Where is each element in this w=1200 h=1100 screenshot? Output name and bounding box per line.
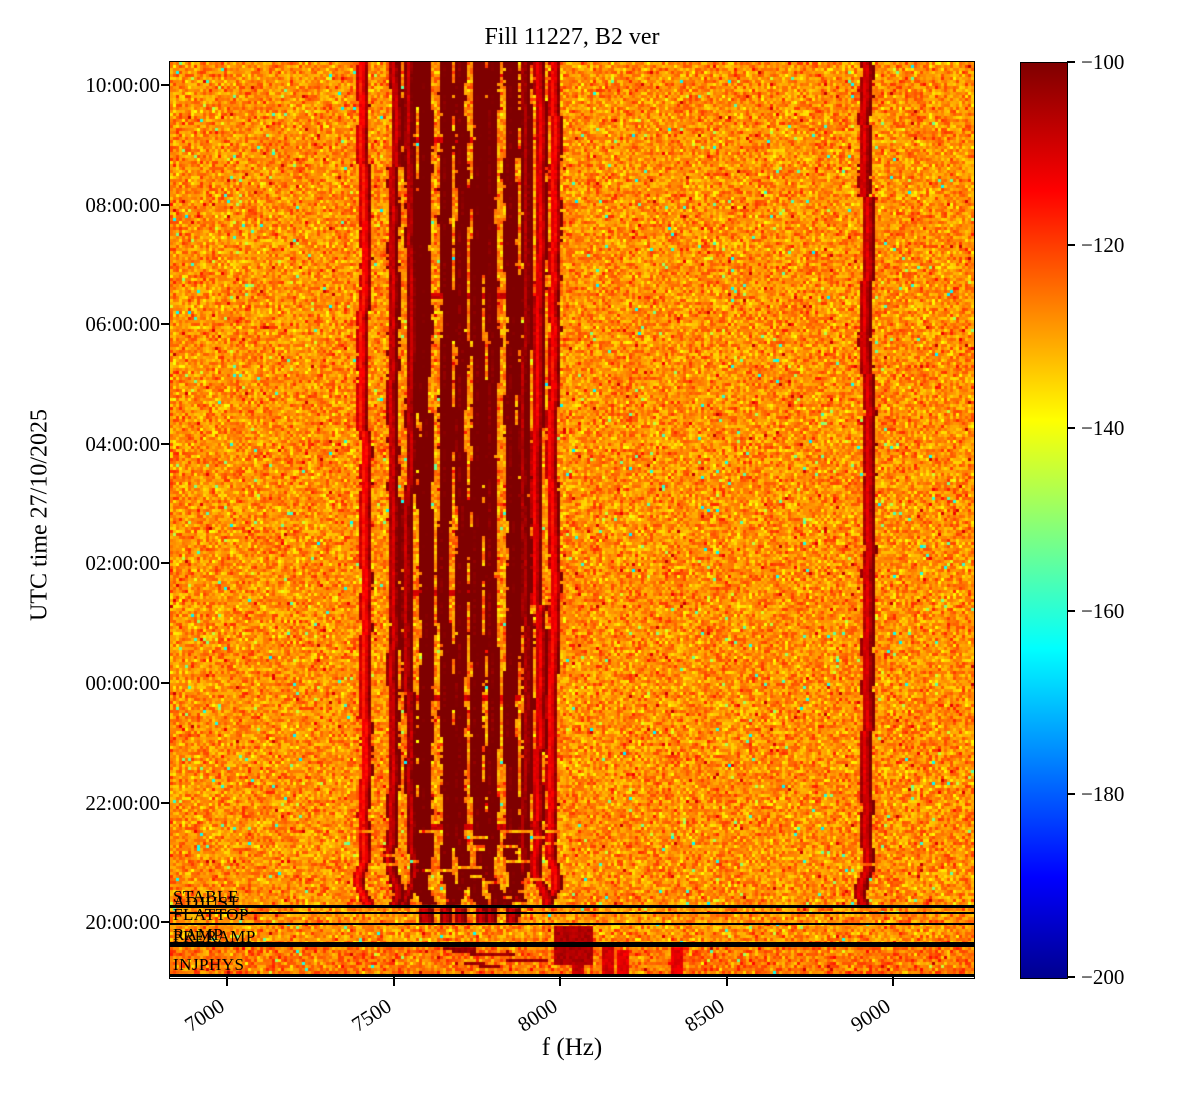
colorbar-tick-label: −160 bbox=[1081, 599, 1125, 623]
y-tick-label: 20:00:00 bbox=[85, 910, 160, 934]
colorbar-tick-mark bbox=[1067, 244, 1075, 246]
x-tick-label: 8000 bbox=[513, 993, 562, 1037]
y-tick-label: 04:00:00 bbox=[85, 432, 160, 456]
colorbar-tick-label: −120 bbox=[1081, 233, 1125, 257]
y-tick-label: 10:00:00 bbox=[85, 73, 160, 97]
y-tick-mark bbox=[161, 562, 170, 564]
x-tick-mark bbox=[726, 977, 728, 986]
x-tick-label: 7500 bbox=[347, 993, 396, 1037]
x-tick-label: 9000 bbox=[846, 993, 895, 1037]
y-tick-label: 06:00:00 bbox=[85, 312, 160, 336]
y-tick-label: 22:00:00 bbox=[85, 791, 160, 815]
colorbar-tick-mark bbox=[1067, 427, 1075, 429]
y-tick-label: 02:00:00 bbox=[85, 551, 160, 575]
colorbar-tick-label: −180 bbox=[1081, 782, 1125, 806]
x-axis-label: f (Hz) bbox=[541, 1034, 603, 1061]
y-tick-mark bbox=[161, 204, 170, 206]
y-tick-label: 08:00:00 bbox=[85, 193, 160, 217]
x-tick-mark bbox=[226, 977, 228, 986]
y-tick-mark bbox=[161, 323, 170, 325]
beam-mode-line-stable bbox=[170, 905, 974, 908]
x-tick-label: 7000 bbox=[180, 993, 229, 1037]
page-title: Fill 11227, B2 ver bbox=[484, 24, 660, 50]
beam-mode-line-flattop bbox=[170, 922, 974, 926]
beam-mode-label-ramp: RAMP bbox=[173, 925, 224, 944]
beam-mode-label-flattop: FLATTOP bbox=[173, 905, 249, 924]
y-tick-mark bbox=[161, 84, 170, 86]
spectrogram-heatmap bbox=[170, 62, 974, 977]
colorbar-tick-mark bbox=[1067, 61, 1075, 63]
beam-mode-label-injphys: INJPHYS bbox=[173, 955, 245, 974]
beam-mode-line-preramp bbox=[170, 944, 974, 948]
x-tick-label: 8500 bbox=[680, 993, 729, 1037]
x-tick-mark bbox=[393, 977, 395, 986]
colorbar-tick-mark bbox=[1067, 610, 1075, 612]
colorbar-tick-label: −140 bbox=[1081, 416, 1125, 440]
beam-mode-line-adjust bbox=[170, 911, 974, 915]
y-tick-mark bbox=[161, 921, 170, 923]
beam-mode-line-ramp bbox=[170, 942, 974, 945]
beam-mode-label-preramp: PRERAMP bbox=[173, 927, 256, 946]
colorbar-tick-mark bbox=[1067, 976, 1075, 978]
beam-mode-line-injphys bbox=[170, 974, 974, 977]
x-tick-mark bbox=[559, 977, 561, 986]
y-tick-mark bbox=[161, 443, 170, 445]
beam-mode-label-adjust: ADJUST bbox=[173, 893, 240, 912]
x-tick-mark bbox=[892, 977, 894, 986]
y-tick-label: 00:00:00 bbox=[85, 671, 160, 695]
beam-mode-label-stable: STABLE bbox=[173, 887, 239, 906]
colorbar-tick-label: −200 bbox=[1081, 965, 1125, 989]
colorbar-tick-mark bbox=[1067, 793, 1075, 795]
y-tick-mark bbox=[161, 682, 170, 684]
y-tick-mark bbox=[161, 802, 170, 804]
colorbar bbox=[1020, 62, 1068, 979]
colorbar-tick-label: −100 bbox=[1081, 50, 1125, 74]
